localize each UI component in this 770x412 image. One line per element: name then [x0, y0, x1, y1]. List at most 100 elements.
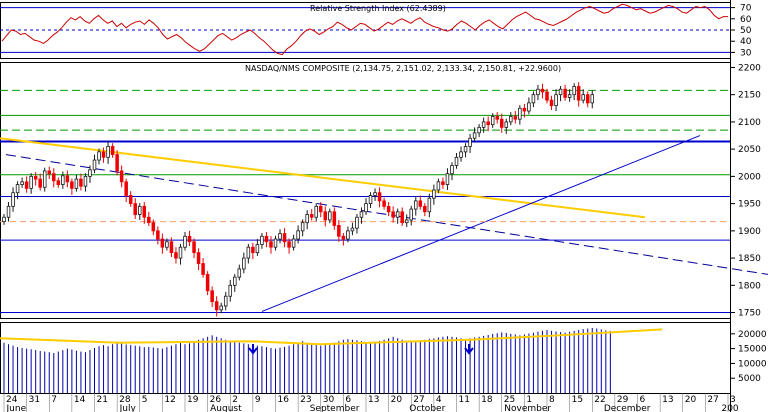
rsi-tick-label: 60 — [740, 15, 752, 25]
x-tick-label: 4 — [436, 395, 442, 405]
candle-body — [278, 233, 282, 240]
candle-body — [350, 227, 355, 232]
candle-body — [481, 121, 486, 128]
candle-body — [486, 121, 490, 126]
candle-body — [147, 216, 151, 224]
candle-body — [124, 181, 128, 196]
candle-body — [246, 246, 251, 259]
month-label: October — [409, 404, 445, 412]
candle-body — [300, 222, 305, 232]
candle-body — [536, 88, 540, 96]
rsi-tick-label: 30 — [740, 48, 752, 58]
candle-body — [581, 94, 585, 101]
candle-body — [332, 211, 337, 226]
candle-body — [549, 99, 554, 106]
month-label: June — [6, 404, 27, 412]
candle-body — [233, 276, 237, 286]
candle-body — [137, 205, 142, 215]
volume-tick-label: 10000 — [738, 359, 767, 369]
candle-body — [287, 241, 291, 248]
candle-body — [463, 146, 468, 153]
x-tick-label: 6 — [640, 395, 646, 405]
price-tick-label: 1950 — [738, 200, 761, 210]
candle-body — [291, 238, 296, 248]
candle-body — [106, 146, 110, 158]
candle-body — [341, 235, 346, 240]
x-tick-label: 8 — [549, 395, 555, 405]
candle-body — [585, 94, 590, 104]
candle-body — [459, 151, 463, 158]
candle-body — [572, 86, 576, 96]
candle-body — [97, 151, 101, 161]
x-tick-label: 20 — [685, 395, 697, 405]
volume-arrow-1 — [248, 344, 258, 355]
candle-body — [382, 200, 386, 207]
candle-body — [255, 244, 260, 254]
x-tick-label: 6 — [345, 395, 351, 405]
x-tick-label: 13 — [662, 395, 673, 405]
x-tick-label: 3 — [730, 395, 736, 405]
month-label: 200 — [721, 404, 738, 412]
volume-average-line — [0, 328, 663, 346]
x-tick-label: 31 — [29, 395, 40, 405]
candle-body — [33, 175, 38, 180]
x-tick-label: 23 — [300, 395, 311, 405]
candle-body — [395, 211, 400, 218]
candle-body — [504, 121, 509, 128]
candle-body — [518, 107, 522, 120]
x-tick-label: 27 — [413, 395, 424, 405]
x-tick-label: 13 — [368, 395, 379, 405]
x-tick-label: 18 — [481, 395, 493, 405]
x-tick-label: 30 — [323, 395, 335, 405]
candle-body — [110, 146, 115, 155]
candle-body — [472, 132, 477, 139]
x-tick-label: 24 — [6, 395, 18, 405]
candle-body — [377, 192, 382, 202]
candle-body — [554, 94, 558, 106]
candle-body — [282, 233, 287, 243]
candle-body — [52, 173, 56, 182]
candle-body — [576, 86, 581, 101]
x-tick-label: 14 — [74, 395, 86, 405]
price-tick-label: 2050 — [738, 145, 761, 155]
x-tick-label: 7 — [51, 395, 57, 405]
candle-body — [260, 235, 264, 245]
candle-body — [196, 252, 201, 264]
price-panel-frame — [0, 62, 731, 319]
x-tick-label: 25 — [504, 395, 515, 405]
candle-body — [61, 175, 65, 185]
volume-arrow-2 — [464, 344, 474, 355]
candle-body — [540, 88, 545, 93]
candle-body — [160, 238, 165, 248]
candle-body — [337, 225, 341, 237]
candle-body — [296, 230, 300, 240]
price-tick-label: 2000 — [738, 172, 761, 182]
candle-body — [165, 241, 169, 248]
candle-body — [251, 246, 255, 254]
candle-body — [513, 116, 518, 120]
candle-body — [509, 116, 513, 123]
candle-body — [156, 230, 160, 240]
candle-body — [42, 170, 47, 188]
candle-body — [142, 205, 147, 218]
candle-body — [400, 211, 404, 224]
trendline-yellow — [0, 137, 646, 219]
price-tick-label: 1800 — [738, 281, 761, 291]
candle-body — [223, 295, 228, 307]
price-title: NASDAQ/NMS COMPOSITE (2,134.75, 2,151.02… — [245, 64, 561, 73]
candle-body — [273, 238, 278, 248]
candle-body — [6, 205, 11, 218]
rsi-tick-label: 40 — [740, 37, 752, 47]
trendline-blue-dashed — [5, 154, 769, 275]
x-tick-label: 21 — [97, 395, 108, 405]
candle-body — [418, 200, 423, 207]
candle-body — [219, 305, 223, 311]
candle-body — [65, 175, 70, 183]
candle-body — [364, 203, 368, 213]
volume-tick-label: 5000 — [738, 374, 761, 384]
candle-body — [590, 94, 595, 104]
candle-body — [490, 116, 495, 126]
candle-body — [264, 235, 269, 243]
candle-body — [305, 214, 309, 224]
